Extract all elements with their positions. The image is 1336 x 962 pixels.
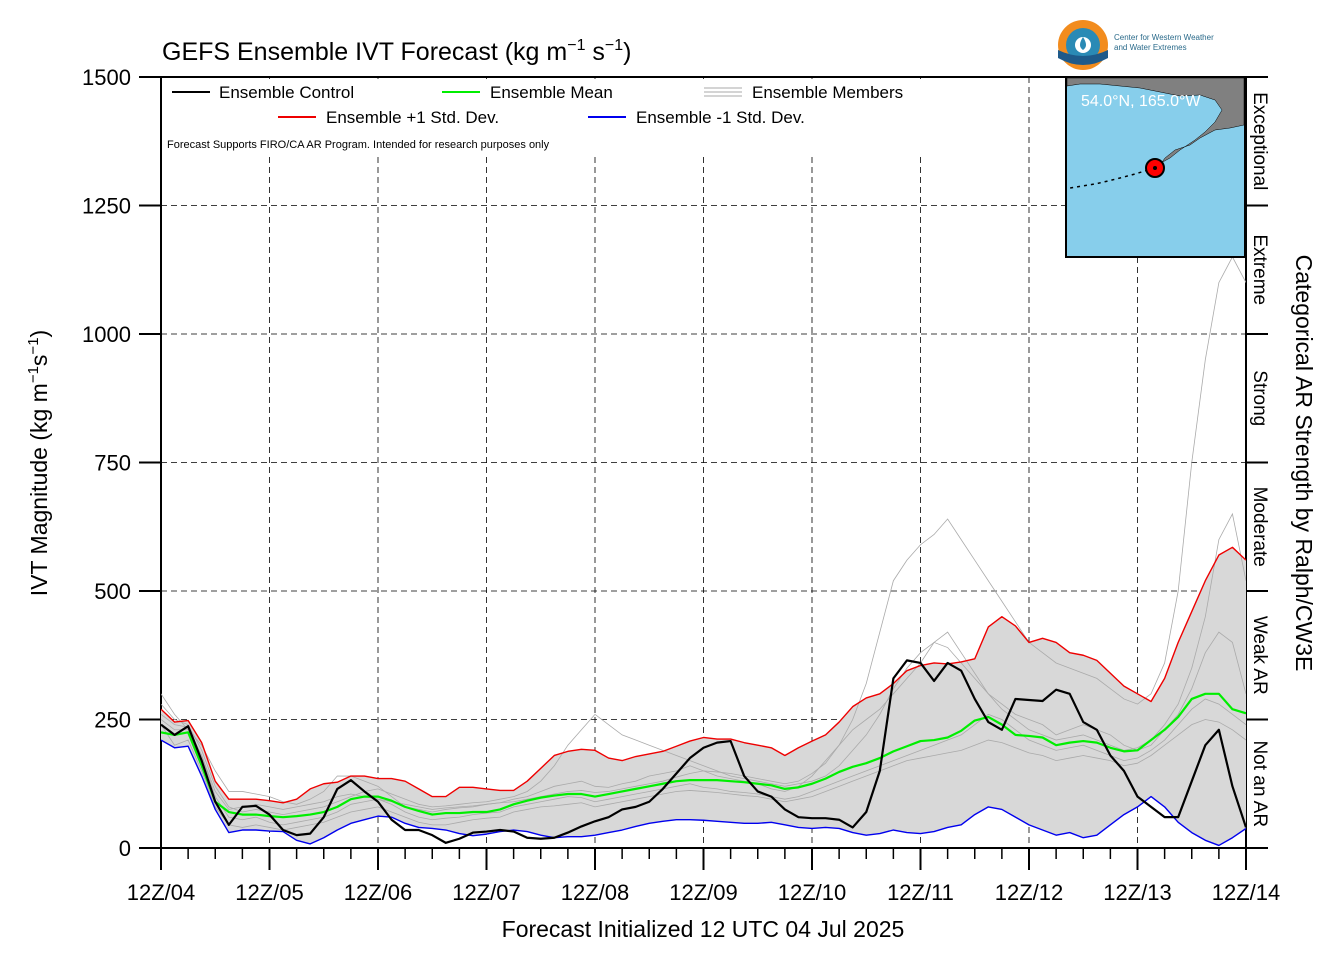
logo-text-line2: and Water Extremes bbox=[1114, 43, 1187, 52]
y-tick-label: 250 bbox=[94, 708, 131, 733]
ensemble-member-line bbox=[161, 512, 1246, 815]
series-line-plus bbox=[161, 546, 1246, 804]
right-axis-title: Categorical AR Strength by Ralph/CW3E bbox=[1291, 255, 1317, 672]
x-tick-label: 12Z/08 bbox=[561, 880, 630, 905]
x-tick-label: 12Z/12 bbox=[995, 880, 1064, 905]
x-tick-label: 12Z/07 bbox=[452, 880, 521, 905]
std-dev-band bbox=[161, 547, 1246, 846]
legend: Ensemble Control Ensemble Mean Ensemble … bbox=[163, 79, 983, 154]
inset-map: 54.0°N, 165.0°W bbox=[1065, 76, 1246, 258]
category-label: Weak AR bbox=[1249, 616, 1270, 695]
x-tick-label: 12Z/14 bbox=[1212, 880, 1281, 905]
category-label: Extreme bbox=[1249, 234, 1270, 305]
logo-text-line1: Center for Western Weather bbox=[1114, 33, 1214, 42]
water-drop-icon bbox=[1080, 37, 1086, 50]
ensemble-member-line bbox=[161, 698, 1246, 826]
x-tick-label: 12Z/10 bbox=[778, 880, 847, 905]
legend-label-minus: Ensemble -1 Std. Dev. bbox=[636, 108, 805, 127]
legend-label-members: Ensemble Members bbox=[752, 83, 903, 102]
y-axis: 0 250 500 750 1000 1250 1500 bbox=[82, 65, 161, 861]
cw3e-logo: Center for Western Weather and Water Ext… bbox=[1058, 20, 1214, 70]
x-axis-title: Forecast Initialized 12 UTC 04 Jul 2025 bbox=[502, 916, 905, 942]
spread-band bbox=[161, 547, 1246, 846]
x-tick-label: 12Z/11 bbox=[887, 880, 954, 905]
legend-label-plus: Ensemble +1 Std. Dev. bbox=[326, 108, 499, 127]
series-lines bbox=[161, 546, 1246, 847]
y-tick-label: 500 bbox=[94, 579, 131, 604]
y-tick-label: 750 bbox=[94, 451, 131, 476]
x-tick-label: 12Z/13 bbox=[1103, 880, 1172, 905]
alaska-landmass bbox=[1066, 77, 1245, 171]
category-label: Not an AR bbox=[1249, 740, 1270, 827]
category-label: Strong bbox=[1249, 370, 1270, 426]
x-tick-label: 12Z/06 bbox=[344, 880, 413, 905]
ensemble-member-line bbox=[161, 719, 1246, 831]
legend-label-control: Ensemble Control bbox=[219, 83, 354, 102]
category-label: Exceptional bbox=[1249, 92, 1270, 190]
legend-label-mean: Ensemble Mean bbox=[490, 83, 613, 102]
x-tick-label: 12Z/04 bbox=[127, 880, 196, 905]
ensemble-member-line bbox=[161, 256, 1246, 810]
x-tick-label: 12Z/09 bbox=[669, 880, 738, 905]
series-line-minus bbox=[161, 739, 1246, 847]
right-category-axis: Not an AR Weak AR Moderate Strong Extreme Exc… bbox=[1246, 76, 1270, 849]
y-tick-label: 1250 bbox=[82, 194, 131, 219]
category-label: Moderate bbox=[1249, 487, 1270, 567]
member-lines bbox=[161, 256, 1246, 831]
x-tick-label: 12Z/05 bbox=[235, 880, 304, 905]
y-tick-label: 1000 bbox=[82, 322, 131, 347]
y-tick-label: 0 bbox=[119, 836, 131, 861]
y-axis-title: IVT Magnitude (kg m−1s−1) bbox=[25, 330, 52, 596]
inset-location-label: 54.0°N, 165.0°W bbox=[1081, 93, 1201, 110]
x-axis: 12Z/04 12Z/05 12Z/06 12Z/07 12Z/08 12Z/09 12Z/… bbox=[127, 848, 1281, 905]
series-line-mean bbox=[161, 692, 1246, 819]
y-tick-label: 1500 bbox=[82, 65, 131, 90]
chart-title: GEFS Ensemble IVT Forecast (kg m−1 s−1) bbox=[162, 37, 632, 66]
series-line-control bbox=[161, 659, 1246, 844]
research-note: Forecast Supports FIRO/CA AR Program. In… bbox=[167, 139, 550, 151]
